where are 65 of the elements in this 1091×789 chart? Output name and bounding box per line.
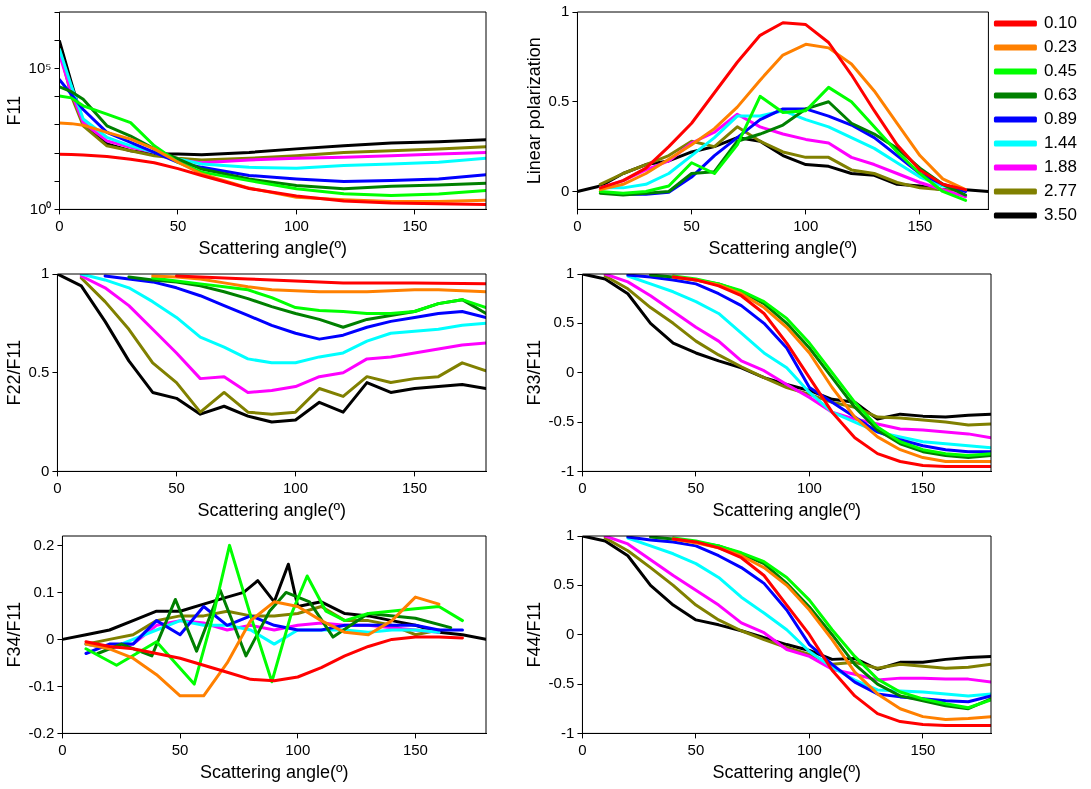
y-tick-label: -1 (561, 461, 575, 479)
x-tick-label: 50 (687, 478, 705, 496)
x-tick-label: 100 (283, 216, 309, 234)
legend-label: 0.89 (1043, 109, 1078, 129)
y-tick-label: 0 (566, 362, 575, 380)
x-tick-label: 50 (168, 478, 185, 496)
y-tick-label: 10⁰ (29, 199, 52, 217)
legend-label: 2.77 (1043, 181, 1078, 201)
y-axis-title: Linear polarization (523, 37, 544, 185)
y-tick-label: -0.2 (28, 723, 55, 741)
y-tick-label: 0 (41, 461, 50, 479)
x-tick-label: 0 (578, 478, 587, 496)
x-tick-label: 100 (283, 478, 309, 496)
y-tick-label: 0.5 (553, 575, 575, 593)
y-tick-label: -0.1 (28, 676, 55, 694)
legend-label: 0.10 (1043, 13, 1078, 33)
legend-label: 0.63 (1043, 85, 1078, 105)
x-tick-label: 100 (796, 478, 822, 496)
y-tick-label: 0.1 (33, 582, 55, 600)
y-tick-label: -0.5 (548, 412, 575, 430)
x-tick-label: 100 (796, 740, 822, 758)
y-tick-label: 0.5 (548, 91, 570, 109)
x-tick-label: 50 (169, 216, 187, 234)
x-axis-title: Scattering angle(º) (198, 238, 348, 259)
x-tick-label: 100 (285, 740, 311, 758)
x-tick-label: 150 (402, 478, 428, 496)
legend-label: 1.44 (1043, 133, 1078, 153)
x-tick-label: 50 (171, 740, 189, 758)
x-tick-label: 100 (793, 216, 819, 234)
x-tick-label: 150 (402, 740, 428, 758)
y-tick-label: 1 (41, 264, 50, 282)
y-axis-title: F34/F11 (3, 601, 24, 668)
y-tick-label: 1 (566, 264, 575, 282)
x-tick-label: 50 (683, 216, 700, 234)
legend-label: 0.45 (1043, 61, 1078, 81)
x-axis-title: Scattering angle(º) (199, 762, 349, 783)
legend-label: 3.50 (1043, 205, 1078, 225)
x-axis-title: Scattering angle(º) (712, 500, 862, 521)
x-tick-label: 150 (907, 216, 933, 234)
x-axis-title: Scattering angle(º) (712, 762, 862, 783)
x-axis-title: Scattering angle(º) (708, 238, 858, 259)
y-tick-label: 1 (561, 2, 570, 20)
y-tick-label: 0.5 (553, 313, 575, 331)
y-tick-label: 1 (566, 526, 575, 544)
y-tick-label: 0 (46, 629, 55, 647)
y-tick-label: 0.5 (28, 362, 50, 380)
x-tick-label: 0 (58, 740, 67, 758)
x-tick-label: 50 (687, 740, 705, 758)
y-tick-label: 0 (566, 624, 575, 642)
legend-label: 1.88 (1043, 157, 1078, 177)
x-tick-label: 0 (578, 740, 587, 758)
legend-label: 0.23 (1043, 37, 1078, 57)
x-tick-label: 150 (402, 216, 428, 234)
x-tick-label: 150 (910, 478, 936, 496)
y-tick-label: -1 (561, 723, 575, 741)
y-axis-title: F44/F11 (523, 601, 544, 668)
y-axis-title: F11 (3, 95, 24, 126)
x-axis-title: Scattering angle(º) (197, 500, 347, 521)
x-tick-label: 150 (910, 740, 936, 758)
y-axis-title: F33/F11 (523, 339, 544, 406)
y-tick-label: 0 (561, 181, 570, 199)
y-tick-label: -0.5 (548, 674, 575, 692)
y-tick-label: 10⁵ (28, 58, 52, 76)
y-axis-title: F22/F11 (3, 339, 24, 406)
y-tick-label: 0.2 (33, 535, 55, 553)
